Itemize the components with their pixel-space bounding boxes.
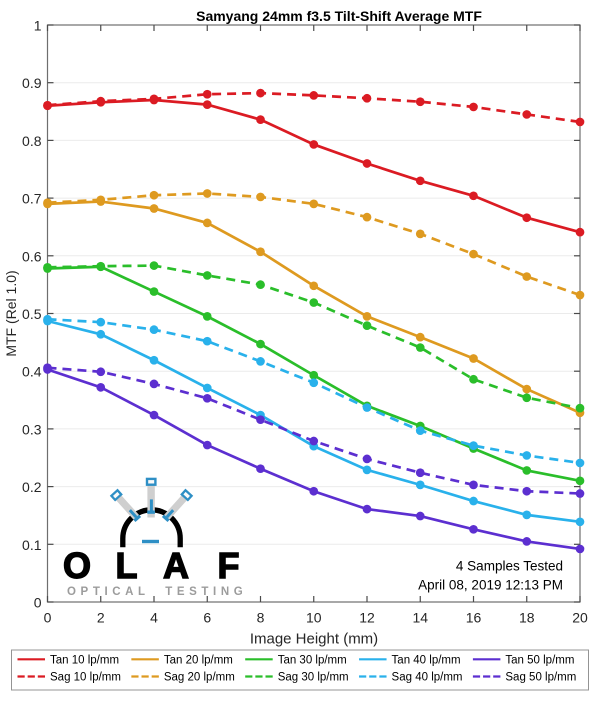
svg-text:0.1: 0.1 [22, 537, 42, 553]
svg-text:4 Samples Tested: 4 Samples Tested [456, 559, 563, 574]
svg-text:Tan 20 lp/mm: Tan 20 lp/mm [164, 655, 233, 667]
svg-text:Tan 30 lp/mm: Tan 30 lp/mm [278, 655, 347, 667]
svg-text:L: L [116, 545, 138, 586]
svg-text:0.6: 0.6 [22, 248, 42, 264]
svg-text:Samyang 24mm f3.5 Tilt-Shift A: Samyang 24mm f3.5 Tilt-Shift Average MTF [196, 8, 482, 24]
svg-text:Sag 50 lp/mm: Sag 50 lp/mm [505, 672, 576, 684]
svg-text:Sag 30 lp/mm: Sag 30 lp/mm [278, 672, 349, 684]
svg-text:MTF (Rel 1.0): MTF (Rel 1.0) [3, 270, 19, 356]
svg-text:0.2: 0.2 [22, 479, 42, 495]
svg-text:1: 1 [34, 18, 42, 34]
svg-text:OPTICAL TESTING: OPTICAL TESTING [67, 586, 247, 598]
svg-text:16: 16 [466, 610, 482, 626]
svg-text:0.3: 0.3 [22, 421, 42, 437]
svg-text:Sag 40 lp/mm: Sag 40 lp/mm [392, 672, 463, 684]
svg-text:Sag 20 lp/mm: Sag 20 lp/mm [164, 672, 235, 684]
svg-text:Tan 40 lp/mm: Tan 40 lp/mm [392, 655, 461, 667]
svg-text:14: 14 [412, 610, 428, 626]
svg-text:2: 2 [97, 610, 105, 626]
svg-text:0.7: 0.7 [22, 191, 42, 207]
svg-text:F: F [218, 545, 240, 586]
svg-text:6: 6 [203, 610, 211, 626]
svg-text:A: A [163, 545, 189, 586]
svg-text:0.9: 0.9 [22, 75, 42, 91]
svg-text:4: 4 [150, 610, 158, 626]
svg-text:Tan 50 lp/mm: Tan 50 lp/mm [505, 655, 574, 667]
svg-text:8: 8 [257, 610, 265, 626]
svg-text:18: 18 [519, 610, 535, 626]
svg-text:20: 20 [572, 610, 588, 626]
svg-text:April 08, 2019 12:13 PM: April 08, 2019 12:13 PM [418, 578, 563, 593]
svg-text:Image Height (mm): Image Height (mm) [250, 631, 378, 648]
svg-text:0.8: 0.8 [22, 133, 42, 149]
svg-text:0.4: 0.4 [22, 364, 42, 380]
svg-text:0: 0 [34, 595, 42, 611]
svg-text:O: O [63, 545, 91, 586]
svg-text:Tan 10 lp/mm: Tan 10 lp/mm [50, 655, 119, 667]
svg-text:0.5: 0.5 [22, 306, 42, 322]
svg-text:Sag 10 lp/mm: Sag 10 lp/mm [50, 672, 121, 684]
svg-text:0: 0 [44, 610, 52, 626]
svg-text:10: 10 [306, 610, 322, 626]
svg-text:12: 12 [359, 610, 375, 626]
